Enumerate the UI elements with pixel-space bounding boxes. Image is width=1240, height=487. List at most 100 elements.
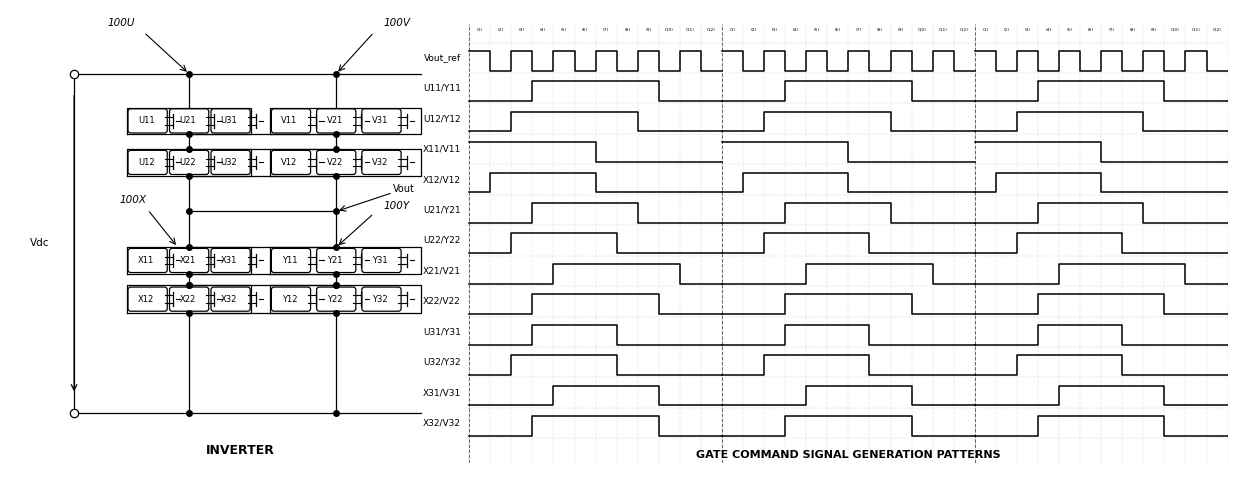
FancyBboxPatch shape xyxy=(211,109,250,133)
Text: V11: V11 xyxy=(281,116,298,126)
Text: U32/Y32: U32/Y32 xyxy=(423,358,461,367)
FancyBboxPatch shape xyxy=(128,150,167,174)
FancyBboxPatch shape xyxy=(272,248,310,273)
Text: U22/Y22: U22/Y22 xyxy=(423,236,461,245)
Text: (4): (4) xyxy=(792,28,799,32)
Text: (3): (3) xyxy=(1024,28,1030,32)
Text: (7): (7) xyxy=(1109,28,1115,32)
Text: (1): (1) xyxy=(476,28,482,32)
Text: X21/V21: X21/V21 xyxy=(423,266,461,275)
Text: (2): (2) xyxy=(1003,28,1009,32)
Text: (4): (4) xyxy=(539,28,546,32)
FancyBboxPatch shape xyxy=(272,150,310,174)
Text: (10): (10) xyxy=(918,28,926,32)
Text: V32: V32 xyxy=(372,158,388,167)
Text: U31/Y31: U31/Y31 xyxy=(423,327,461,336)
Text: (10): (10) xyxy=(665,28,673,32)
Text: V22: V22 xyxy=(326,158,342,167)
Text: (11): (11) xyxy=(686,28,694,32)
Text: X22/V22: X22/V22 xyxy=(423,297,461,306)
Text: X11/V11: X11/V11 xyxy=(423,145,461,153)
Text: (5): (5) xyxy=(560,28,567,32)
Text: (4): (4) xyxy=(1045,28,1052,32)
Text: X22: X22 xyxy=(180,295,196,303)
Text: X12/V12: X12/V12 xyxy=(423,175,461,184)
Text: X32: X32 xyxy=(221,295,237,303)
Text: Y31: Y31 xyxy=(372,256,388,265)
FancyBboxPatch shape xyxy=(128,109,167,133)
Text: X11: X11 xyxy=(138,256,154,265)
FancyBboxPatch shape xyxy=(362,150,401,174)
Text: (11): (11) xyxy=(939,28,947,32)
Text: U12/Y12: U12/Y12 xyxy=(423,114,461,123)
Text: X21: X21 xyxy=(180,256,196,265)
Text: (6): (6) xyxy=(835,28,841,32)
Text: (8): (8) xyxy=(624,28,630,32)
Text: U11/Y11: U11/Y11 xyxy=(423,84,461,93)
Text: (10): (10) xyxy=(1171,28,1179,32)
Text: (1): (1) xyxy=(729,28,735,32)
Text: X31: X31 xyxy=(221,256,237,265)
Text: 100U: 100U xyxy=(108,18,135,28)
Text: (11): (11) xyxy=(1192,28,1200,32)
Text: Vout: Vout xyxy=(393,184,415,194)
Text: 100Y: 100Y xyxy=(383,201,409,211)
Text: Y11: Y11 xyxy=(281,256,298,265)
Text: U31: U31 xyxy=(221,116,238,126)
Text: Y21: Y21 xyxy=(327,256,342,265)
Text: U32: U32 xyxy=(221,158,238,167)
Text: (2): (2) xyxy=(497,28,503,32)
Text: V12: V12 xyxy=(281,158,298,167)
FancyBboxPatch shape xyxy=(211,248,250,273)
Text: (7): (7) xyxy=(856,28,862,32)
Text: (1): (1) xyxy=(982,28,988,32)
FancyBboxPatch shape xyxy=(128,248,167,273)
Text: (9): (9) xyxy=(1151,28,1157,32)
Text: (8): (8) xyxy=(877,28,883,32)
Text: (6): (6) xyxy=(582,28,588,32)
FancyBboxPatch shape xyxy=(362,248,401,273)
FancyBboxPatch shape xyxy=(316,248,356,273)
FancyBboxPatch shape xyxy=(316,109,356,133)
FancyBboxPatch shape xyxy=(128,287,167,311)
Text: Vout_ref: Vout_ref xyxy=(424,54,461,62)
Text: INVERTER: INVERTER xyxy=(206,445,274,457)
FancyBboxPatch shape xyxy=(170,248,208,273)
FancyBboxPatch shape xyxy=(272,287,310,311)
Text: Y32: Y32 xyxy=(372,295,388,303)
FancyBboxPatch shape xyxy=(316,150,356,174)
Text: U22: U22 xyxy=(180,158,196,167)
Text: (5): (5) xyxy=(813,28,820,32)
Text: U21/Y21: U21/Y21 xyxy=(423,206,461,214)
Text: (2): (2) xyxy=(750,28,756,32)
Text: Y12: Y12 xyxy=(281,295,298,303)
FancyBboxPatch shape xyxy=(170,287,208,311)
Text: V31: V31 xyxy=(372,116,388,126)
Text: (9): (9) xyxy=(898,28,904,32)
Text: (12): (12) xyxy=(960,28,968,32)
FancyBboxPatch shape xyxy=(362,287,401,311)
Text: X32/V32: X32/V32 xyxy=(423,419,461,428)
Text: (8): (8) xyxy=(1130,28,1136,32)
Text: (6): (6) xyxy=(1087,28,1094,32)
Text: Y22: Y22 xyxy=(327,295,342,303)
Text: (3): (3) xyxy=(771,28,777,32)
FancyBboxPatch shape xyxy=(211,287,250,311)
Text: (12): (12) xyxy=(707,28,715,32)
Text: X31/V31: X31/V31 xyxy=(423,388,461,397)
Text: U12: U12 xyxy=(138,158,155,167)
Text: U21: U21 xyxy=(180,116,196,126)
FancyBboxPatch shape xyxy=(170,150,208,174)
FancyBboxPatch shape xyxy=(362,109,401,133)
FancyBboxPatch shape xyxy=(211,150,250,174)
Text: U11: U11 xyxy=(138,116,155,126)
Text: (12): (12) xyxy=(1213,28,1221,32)
Text: X12: X12 xyxy=(138,295,154,303)
Text: (3): (3) xyxy=(518,28,525,32)
FancyBboxPatch shape xyxy=(272,109,310,133)
Text: (5): (5) xyxy=(1066,28,1073,32)
Text: 100V: 100V xyxy=(383,18,410,28)
Text: 100X: 100X xyxy=(119,195,146,205)
Text: (9): (9) xyxy=(645,28,651,32)
Text: V21: V21 xyxy=(326,116,342,126)
